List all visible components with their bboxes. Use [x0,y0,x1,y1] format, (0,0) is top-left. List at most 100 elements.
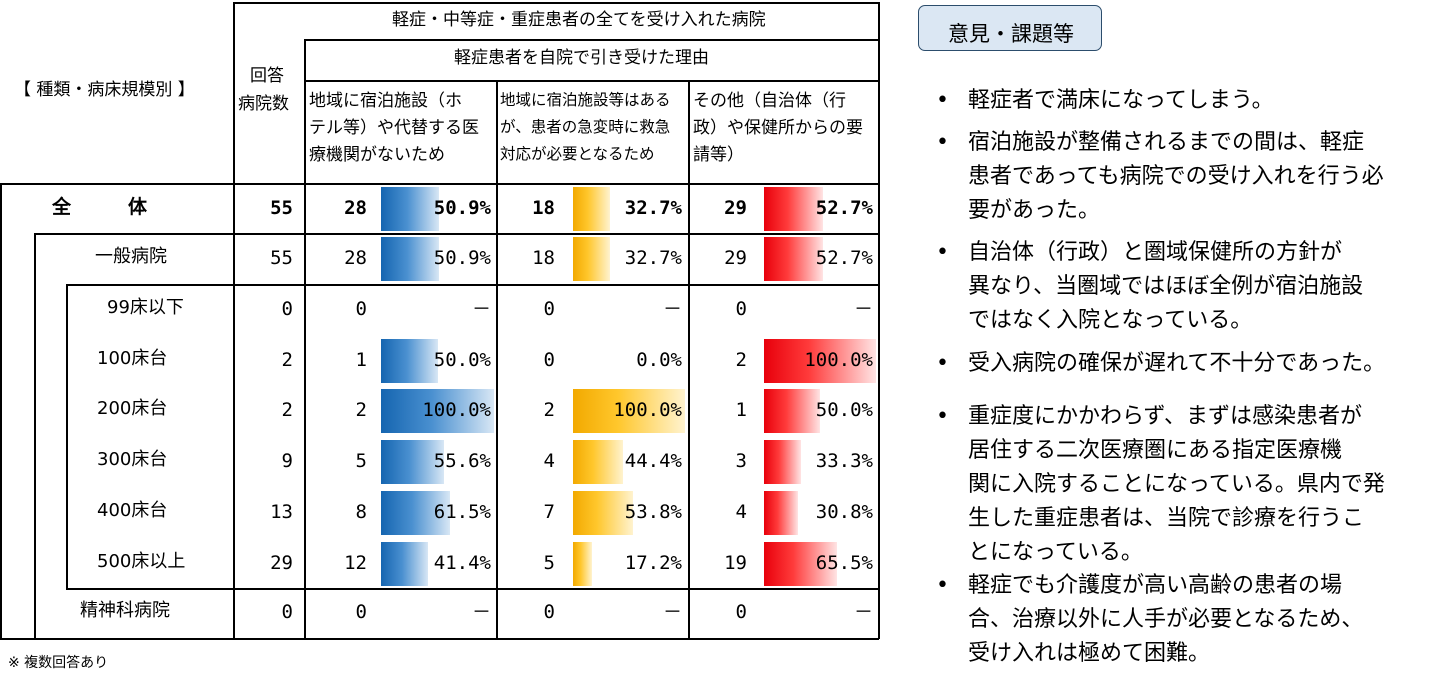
opinions-title-box: 意見・課題等 [918,5,1102,51]
row-label: 300床台 [97,449,168,470]
reason2-percent: 0.0% [636,349,682,371]
table-right-border [878,2,880,639]
reason2-left-border [496,80,498,639]
row-label: 100床台 [97,348,168,369]
reason2-percent: 17.2% [624,552,682,574]
opinion-bullet-icon: • [936,130,949,155]
reason3-percent: 30.8% [815,501,873,523]
opinion-line: 生した重症患者は、当院で診療を行うこ [968,506,1365,531]
respondents-header-line1: 回答 [250,66,284,86]
header-bottom-border [0,183,879,185]
header-divider-2 [304,80,879,82]
reason2-percent: 44.4% [624,450,682,472]
indent-line-1 [34,233,36,639]
reason1-percent: 50.9% [433,247,491,269]
row-label: 99床以下 [107,297,184,318]
reason2-count: 2 [543,399,555,421]
reason2-count: 18 [532,197,555,219]
reason1-bar [381,491,450,535]
opinion-line: 関に入院することになっている。県内で発 [968,472,1385,497]
reason1-percent: 100.0% [422,399,491,421]
reason3-count: 2 [735,349,747,371]
opinion-bullet-icon: • [936,404,949,429]
opinion-bullet-icon: • [936,573,949,598]
respondents-count: 2 [281,399,293,421]
reason1-count: 0 [355,601,367,623]
reason1-percent: － [471,298,491,320]
bed-rows-bottom-border [66,588,879,590]
respondents-count: 55 [270,247,293,269]
top-header: 軽症・中等症・重症患者の全てを受け入れた病院 [392,10,766,30]
reason2-bar [573,491,633,535]
sub-header: 軽症患者を自院で引き受けた理由 [454,48,709,68]
opinion-bullet-icon: • [936,240,949,265]
reason3-percent: 100.0% [804,349,873,371]
reason2-percent: － [662,601,682,623]
reason3-count: 3 [735,450,747,472]
reason1-bar [381,187,439,231]
reason1-percent: 55.6% [433,450,491,472]
opinion-line: 要があった。 [968,198,1101,223]
reason3-bar [764,237,823,281]
respondents-count: 13 [270,501,293,523]
reason3-percent: 52.7% [815,197,873,219]
reason1-header-line1: 地域に宿泊施設（ホ [309,91,462,111]
reason2-count: 5 [543,552,555,574]
opinion-line: 患者であっても病院での受け入れを行う必 [968,164,1384,189]
reason1-bar [381,339,438,383]
opinion-line: 居住する二次医療圏にある指定医療機 [968,438,1343,463]
left-border [0,183,2,639]
opinion-line: 異なり、当圏域ではほぼ全例が宿泊施設 [968,274,1364,299]
reason2-header-line1: 地域に宿泊施設等はある [500,91,671,109]
reason3-percent: 50.0% [815,399,873,421]
table-bottom-border [0,638,879,640]
row-label: 200床台 [97,398,168,419]
respondents-header-line2: 病院数 [238,94,289,114]
reason2-count: 4 [543,450,555,472]
respondents-count: 0 [281,298,293,320]
reason1-percent: 61.5% [433,501,491,523]
reason3-bar [764,339,876,383]
reason3-percent: － [853,601,873,623]
opinion-bullet-icon: • [936,88,949,113]
reason3-bar [764,187,823,231]
row-label: 精神科病院 [80,600,170,621]
reason1-percent: 41.4% [433,552,491,574]
reason1-header-line3: 療機関がないため [309,145,445,165]
opinion-line: 受入病院の確保が遅れて不十分であった。 [968,351,1386,376]
reason1-percent: 50.9% [433,197,491,219]
reason2-percent: 100.0% [613,399,682,421]
reason1-bar [381,542,428,586]
reason2-count: 0 [543,349,555,371]
reason3-count: 4 [735,501,747,523]
table-top-border [233,2,879,4]
reason3-percent: － [853,298,873,320]
reason1-percent: 50.0% [433,349,491,371]
row-label: 500床以上 [97,551,186,572]
row-label: 400床台 [97,500,168,521]
reason1-left-border [304,39,306,639]
reason3-left-border [688,80,690,639]
reason3-percent: 33.3% [815,450,873,472]
reason2-bar [573,187,610,231]
row-label: 一般病院 [95,246,167,267]
reason2-bar [573,440,623,484]
opinion-bullet-icon: • [936,351,949,376]
opinion-line: 軽症者で満床になってしまう。 [968,88,1274,113]
reason2-percent: 32.7% [624,197,682,219]
reason2-count: 0 [543,298,555,320]
reason3-count: 1 [735,399,747,421]
reason2-bar [573,237,610,281]
reason3-count: 29 [724,247,747,269]
reason2-percent: 32.7% [624,247,682,269]
reason3-count: 19 [724,552,747,574]
reason1-count: 8 [355,501,367,523]
reason1-count: 28 [344,197,367,219]
respondents-count: 0 [281,601,293,623]
reason3-bar [764,542,837,586]
opinion-line: 宿泊施設が整備されるまでの間は、軽症 [968,130,1365,155]
opinion-line: ではなく入院となっている。 [968,308,1253,333]
reason1-count: 0 [355,298,367,320]
reason1-count: 12 [344,552,367,574]
reason1-bar [381,440,444,484]
